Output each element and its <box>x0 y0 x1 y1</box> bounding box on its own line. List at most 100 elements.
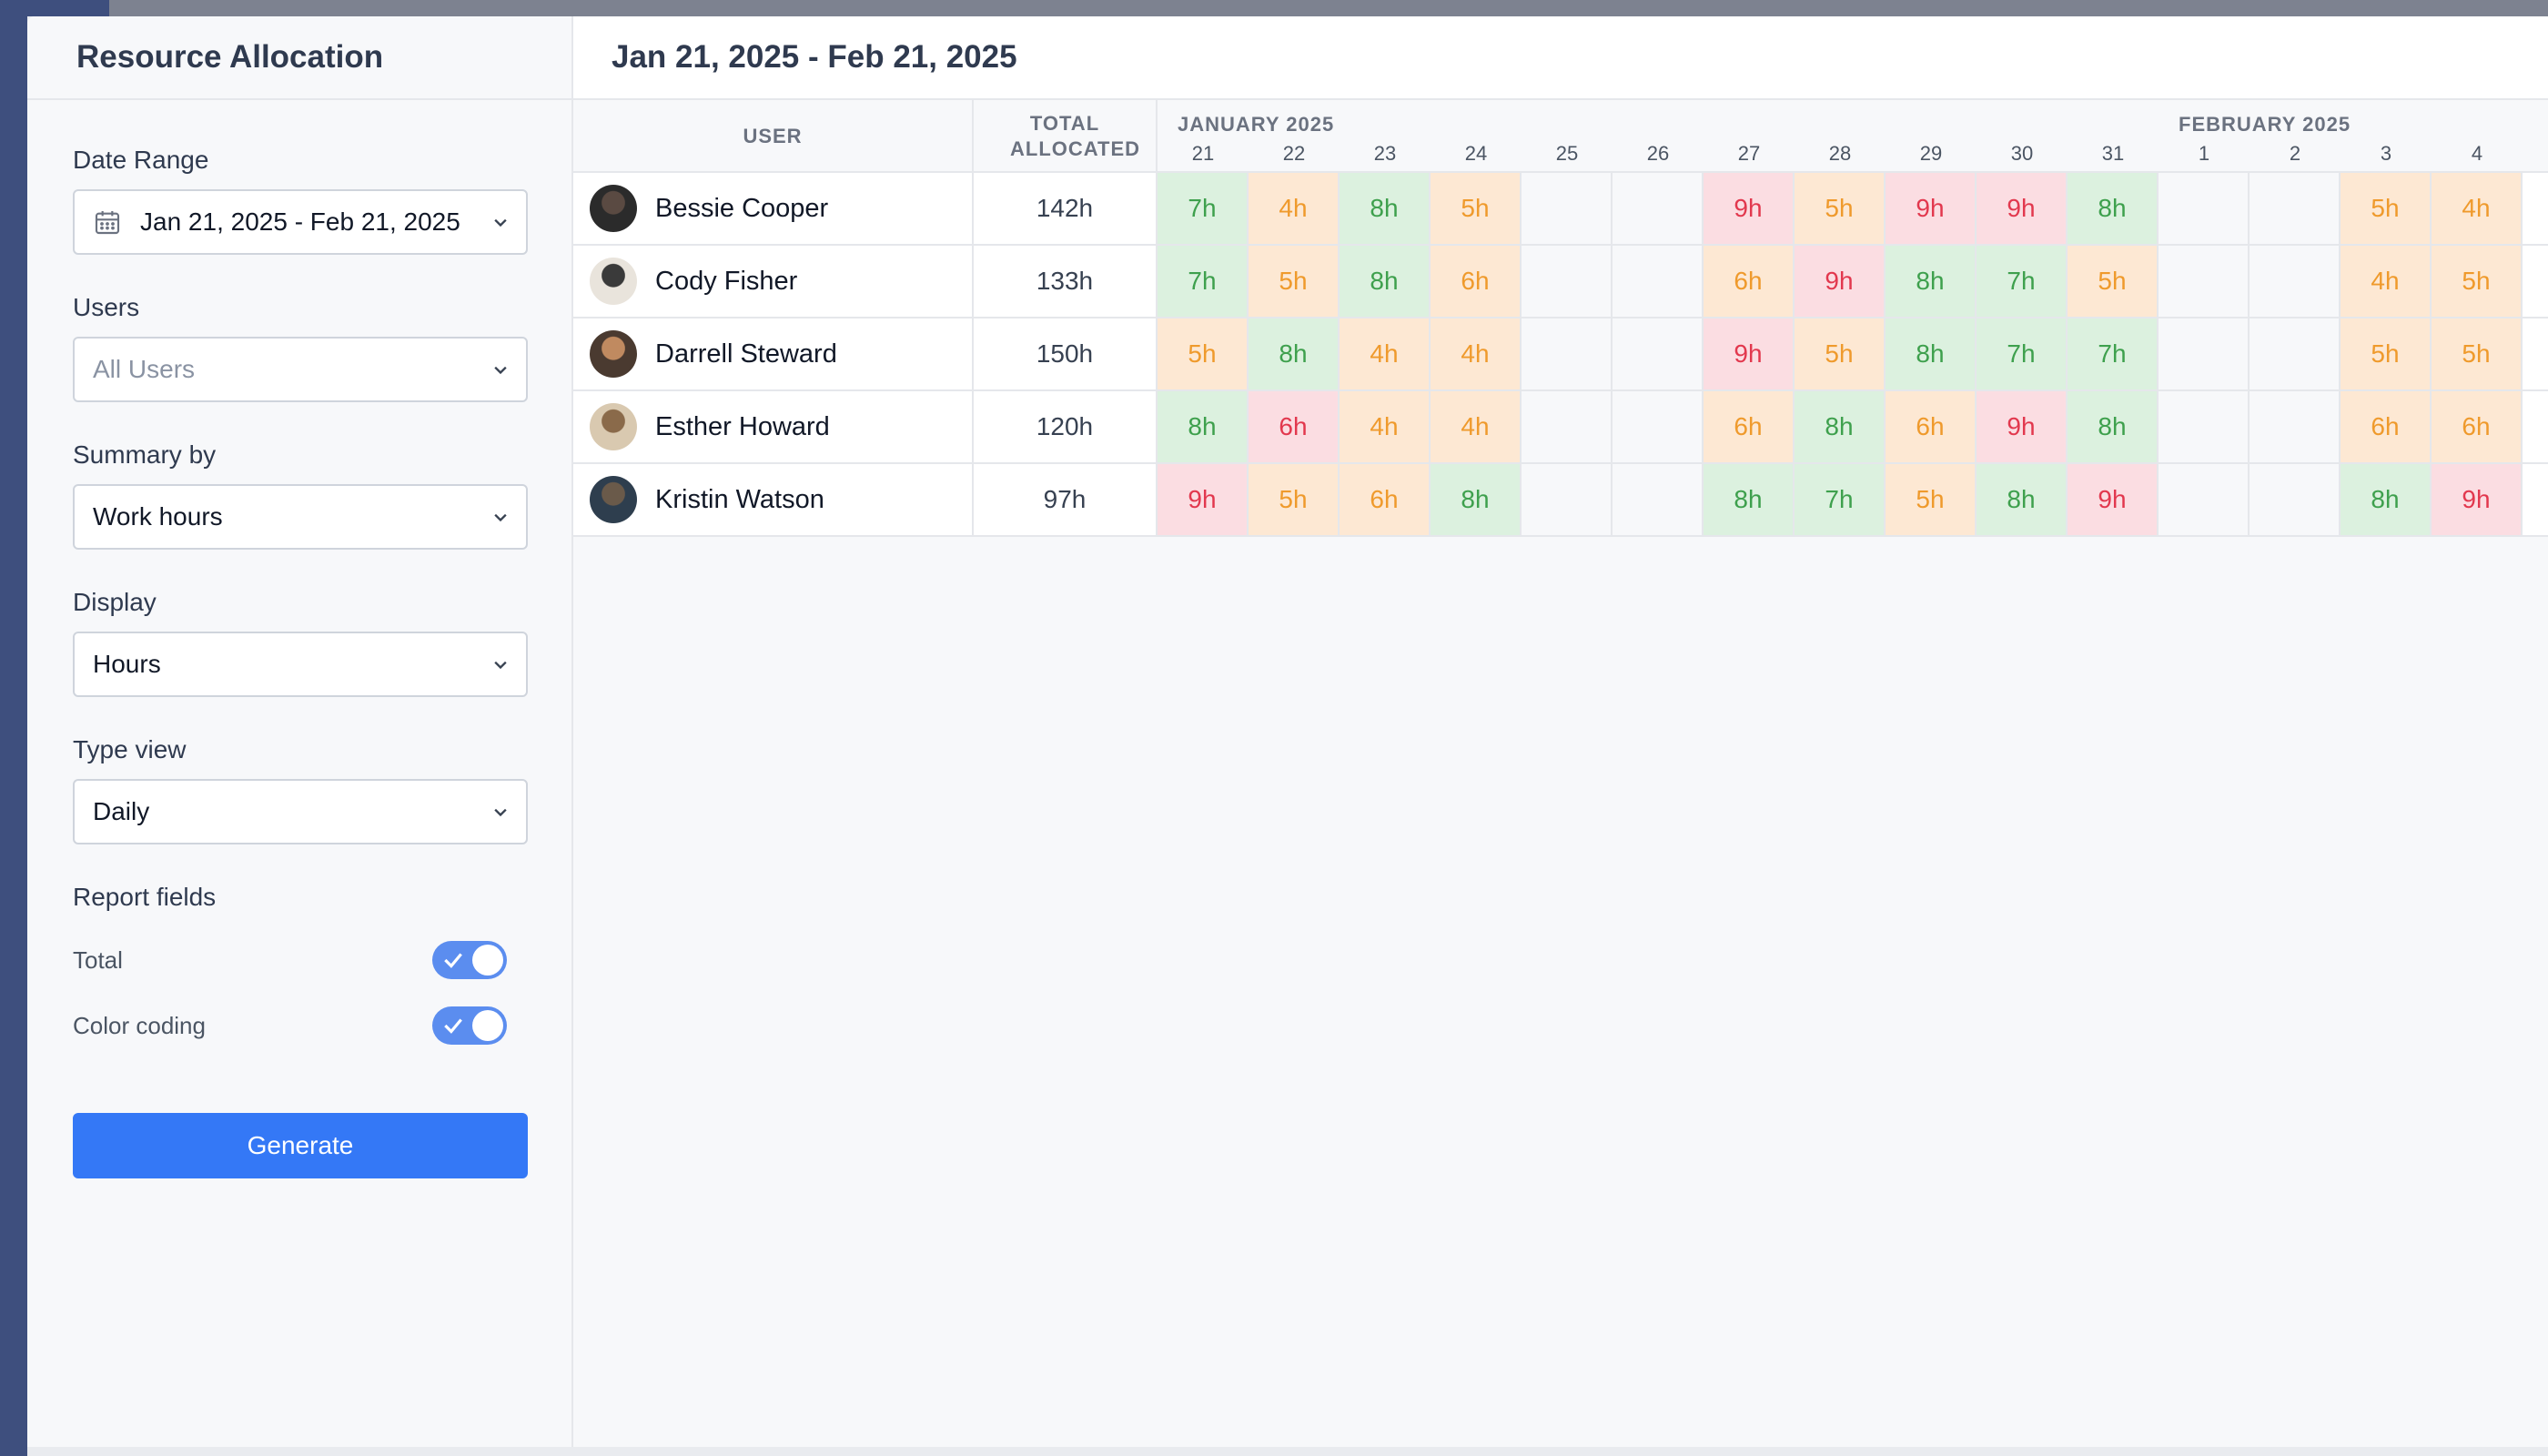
allocation-cell[interactable]: 8h <box>1886 318 1975 389</box>
allocation-cell[interactable] <box>2159 464 2248 535</box>
allocation-cell[interactable]: 6h <box>1431 246 1520 317</box>
allocation-cell[interactable] <box>1522 246 1611 317</box>
column-header-user[interactable]: USER <box>573 100 974 173</box>
allocation-cell[interactable] <box>2159 173 2248 244</box>
allocation-cell[interactable]: 9h <box>1704 318 1793 389</box>
allocation-cell[interactable]: 7h <box>1977 246 2066 317</box>
allocation-cell[interactable]: 4h <box>1249 173 1338 244</box>
allocation-cell[interactable]: 6h <box>2432 391 2521 462</box>
allocation-cell[interactable]: 6h <box>1249 391 1338 462</box>
table-row[interactable]: Bessie Cooper 142h 7h 4h 8h 5h 9h 5h 9h 9h 8h 5h 4h <box>573 173 2548 246</box>
allocation-cell[interactable]: 6h <box>2341 391 2430 462</box>
allocation-cell[interactable]: 6h <box>1704 246 1793 317</box>
allocation-cell[interactable] <box>2250 173 2339 244</box>
type-view-select[interactable]: Daily <box>73 779 528 844</box>
total-toggle[interactable] <box>432 941 507 979</box>
allocation-cell[interactable]: 7h <box>1158 246 1247 317</box>
display-select[interactable]: Hours <box>73 632 528 697</box>
allocation-cell[interactable]: 8h <box>1795 391 1884 462</box>
allocation-cell[interactable]: 9h <box>1977 173 2066 244</box>
allocation-cell[interactable]: 8h <box>1249 318 1338 389</box>
allocation-cell[interactable] <box>2250 318 2339 389</box>
allocation-cell[interactable]: 8h <box>2341 464 2430 535</box>
table-row[interactable]: Darrell Steward 150h 5h 8h 4h 4h 9h 5h 8h 7h 7h 5h 5… <box>573 318 2548 391</box>
allocation-cell[interactable] <box>1522 173 1611 244</box>
allocation-cell[interactable]: 9h <box>1158 464 1247 535</box>
allocation-cell[interactable] <box>1522 464 1611 535</box>
allocation-cell[interactable]: 8h <box>2068 391 2157 462</box>
allocation-cell[interactable]: 5h <box>1886 464 1975 535</box>
allocation-cell[interactable]: 5h <box>2432 246 2521 317</box>
cell-divider <box>1702 173 1704 244</box>
allocation-cell[interactable]: 5h <box>2341 318 2430 389</box>
allocation-cell[interactable] <box>2159 391 2248 462</box>
allocation-cell[interactable]: 4h <box>1340 391 1429 462</box>
table-row[interactable]: Cody Fisher 133h 7h 5h 8h 6h 6h 9h 8h 7h 5h 4h 5h <box>573 246 2548 318</box>
allocation-cell[interactable] <box>1613 173 1702 244</box>
allocation-cell[interactable] <box>1613 318 1702 389</box>
allocation-cell[interactable]: 4h <box>1431 318 1520 389</box>
allocation-cell[interactable] <box>1522 391 1611 462</box>
allocation-cell[interactable]: 9h <box>2432 464 2521 535</box>
allocation-cell[interactable]: 5h <box>1431 173 1520 244</box>
allocation-cell[interactable] <box>1613 464 1702 535</box>
allocation-cell[interactable]: 4h <box>2432 173 2521 244</box>
users-select[interactable]: All Users <box>73 337 528 402</box>
cell-divider <box>2066 391 2068 462</box>
allocation-cell[interactable]: 8h <box>1977 464 2066 535</box>
date-range-title: Jan 21, 2025 - Feb 21, 2025 <box>612 39 1017 75</box>
cell-divider <box>2066 173 2068 244</box>
allocation-cell[interactable]: 9h <box>2068 464 2157 535</box>
allocation-cell[interactable]: 5h <box>1249 464 1338 535</box>
allocation-cell[interactable]: 9h <box>1886 173 1975 244</box>
allocation-cell[interactable] <box>2250 464 2339 535</box>
allocation-cell[interactable]: 5h <box>2068 246 2157 317</box>
allocation-cell[interactable] <box>2250 246 2339 317</box>
allocation-cell[interactable]: 8h <box>1431 464 1520 535</box>
column-header-total[interactable]: TOTAL ALLOCATED <box>974 100 1158 173</box>
allocation-cell[interactable] <box>2159 246 2248 317</box>
allocation-cell[interactable]: 5h <box>2341 173 2430 244</box>
allocation-cell[interactable]: 4h <box>2341 246 2430 317</box>
allocation-cell[interactable]: 8h <box>1886 246 1975 317</box>
allocation-cell[interactable]: 7h <box>2068 318 2157 389</box>
allocation-cell[interactable]: 9h <box>1795 246 1884 317</box>
allocation-cell[interactable]: 9h <box>1704 173 1793 244</box>
allocation-cell[interactable]: 5h <box>1249 246 1338 317</box>
color-coding-toggle[interactable] <box>432 1006 507 1045</box>
summary-by-select[interactable]: Work hours <box>73 484 528 550</box>
allocation-cell[interactable]: 6h <box>1340 464 1429 535</box>
allocation-cell[interactable]: 5h <box>1795 318 1884 389</box>
allocation-cell[interactable]: 8h <box>2068 173 2157 244</box>
date-range-picker[interactable]: Jan 21, 2025 - Feb 21, 2025 <box>73 189 528 255</box>
allocation-cell[interactable]: 8h <box>1704 464 1793 535</box>
allocation-cell[interactable]: 8h <box>1340 173 1429 244</box>
allocation-cell[interactable]: 7h <box>1158 173 1247 244</box>
user-name: Bessie Cooper <box>655 193 829 223</box>
allocation-cell[interactable]: 7h <box>1795 464 1884 535</box>
allocation-cell[interactable]: 4h <box>1340 318 1429 389</box>
allocation-cell[interactable] <box>2159 318 2248 389</box>
allocation-cell[interactable]: 4h <box>1431 391 1520 462</box>
cell-divider <box>2339 173 2341 244</box>
grid-header: USER TOTAL ALLOCATED JANUARY 2025 FEBRUA… <box>573 100 2548 173</box>
allocation-cell[interactable]: 7h <box>1977 318 2066 389</box>
allocation-cell[interactable] <box>1613 391 1702 462</box>
allocation-cell[interactable]: 5h <box>1795 173 1884 244</box>
allocation-cell[interactable]: 9h <box>1977 391 2066 462</box>
allocation-cell[interactable]: 5h <box>2432 318 2521 389</box>
table-row[interactable]: Kristin Watson 97h 9h 5h 6h 8h 8h 7h 5h 8h 9h 8h 9h <box>573 464 2548 537</box>
allocation-cell[interactable]: 6h <box>1704 391 1793 462</box>
date-range-label: Date Range <box>73 146 209 174</box>
allocation-cell[interactable] <box>2250 391 2339 462</box>
allocation-cell[interactable]: 5h <box>1158 318 1247 389</box>
allocation-cell[interactable]: 8h <box>1340 246 1429 317</box>
cell-divider <box>1520 464 1522 535</box>
generate-button[interactable]: Generate <box>73 1113 528 1178</box>
allocation-cell[interactable] <box>1613 246 1702 317</box>
month-label-january: JANUARY 2025 <box>1178 113 1335 136</box>
allocation-cell[interactable]: 6h <box>1886 391 1975 462</box>
table-row[interactable]: Esther Howard 120h 8h 6h 4h 4h 6h 8h 6h 9h 8h 6h 6h <box>573 391 2548 464</box>
allocation-cell[interactable]: 8h <box>1158 391 1247 462</box>
allocation-cell[interactable] <box>1522 318 1611 389</box>
